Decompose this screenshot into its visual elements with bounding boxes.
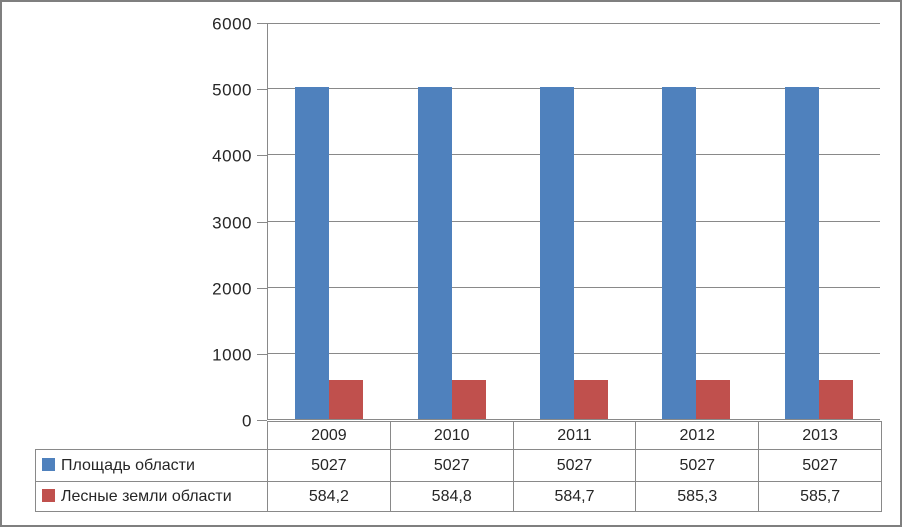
value-cell-series1-2013: 5027 (758, 449, 882, 482)
y-tick-mark-0 (257, 420, 267, 421)
y-tick-mark-6000 (257, 23, 267, 24)
y-axis-tick-label-0: 0 (242, 411, 252, 431)
value-cell-series1-2011: 5027 (512, 449, 637, 482)
table-row-series2: Лесные земли области 584,2 584,8 584,7 585,3… (35, 481, 882, 512)
bar-series2-2009 (329, 380, 364, 419)
value-cell-series2-2010: 584,8 (389, 481, 514, 512)
bar-series2-2011 (574, 380, 609, 419)
series-name-cell-2: Лесные земли области (35, 481, 268, 512)
y-tick-mark-5000 (257, 89, 267, 91)
plot-area (267, 23, 880, 420)
category-slot-2010 (390, 23, 512, 419)
series-name-label-1: Площадь области (61, 456, 195, 474)
legend-key-icon-series1 (42, 457, 55, 471)
data-table: 2009 2010 2011 2012 2013 Площадь области 5027 5… (35, 421, 882, 512)
bar-series1-2011 (540, 87, 575, 419)
bar-series2-2013 (818, 380, 853, 419)
table-row-series1: Площадь области 5027 5027 5027 5027 5027 (35, 449, 882, 482)
category-slot-2011 (513, 23, 635, 419)
legend-key-icon-series2 (42, 488, 55, 502)
bar-series1-2009 (295, 87, 330, 419)
bar-series1-2012 (662, 87, 697, 419)
series-name-label-2: Лесные земли области (61, 487, 232, 505)
y-tick-mark-4000 (257, 155, 267, 157)
value-cell-series1-2009: 5027 (267, 449, 391, 482)
gridline-6000 (268, 23, 880, 24)
value-cell-series2-2009: 584,2 (267, 481, 391, 512)
value-cell-series2-2012: 585,3 (635, 481, 760, 512)
value-cell-series1-2010: 5027 (389, 449, 514, 482)
y-axis-tick-label-5000: 5000 (212, 80, 252, 100)
x-axis-category-label-2009: 2009 (267, 421, 391, 450)
x-axis-category-label-2010: 2010 (389, 421, 514, 450)
y-axis-tick-label-4000: 4000 (212, 146, 252, 166)
value-cell-series2-2013: 585,7 (758, 481, 882, 512)
series-name-cell-1: Площадь области (35, 449, 268, 482)
bar-slots (268, 23, 880, 419)
y-tick-mark-3000 (257, 221, 267, 223)
x-axis-category-label-2013: 2013 (758, 421, 882, 450)
y-axis-tick-label-3000: 3000 (212, 213, 252, 232)
category-slot-2012 (635, 23, 757, 419)
x-axis-category-label-2011: 2011 (512, 421, 637, 450)
bar-series2-2010 (451, 380, 486, 419)
category-slot-2009 (268, 23, 390, 419)
bar-series2-2012 (696, 380, 731, 419)
x-axis-category-label-2012: 2012 (635, 421, 760, 450)
y-axis-tick-label-6000: 6000 (212, 14, 252, 34)
category-slot-2013 (758, 23, 880, 419)
y-axis-tick-label-1000: 1000 (212, 345, 252, 365)
value-cell-series1-2012: 5027 (635, 449, 760, 482)
y-tick-mark-1000 (257, 353, 267, 355)
y-tick-mark-2000 (257, 287, 267, 289)
bar-series1-2013 (784, 87, 819, 419)
bar-series1-2010 (417, 87, 452, 419)
table-corner-cell (36, 422, 268, 450)
value-cell-series2-2011: 584,7 (512, 481, 637, 512)
y-axis-tick-label-2000: 2000 (212, 279, 252, 299)
